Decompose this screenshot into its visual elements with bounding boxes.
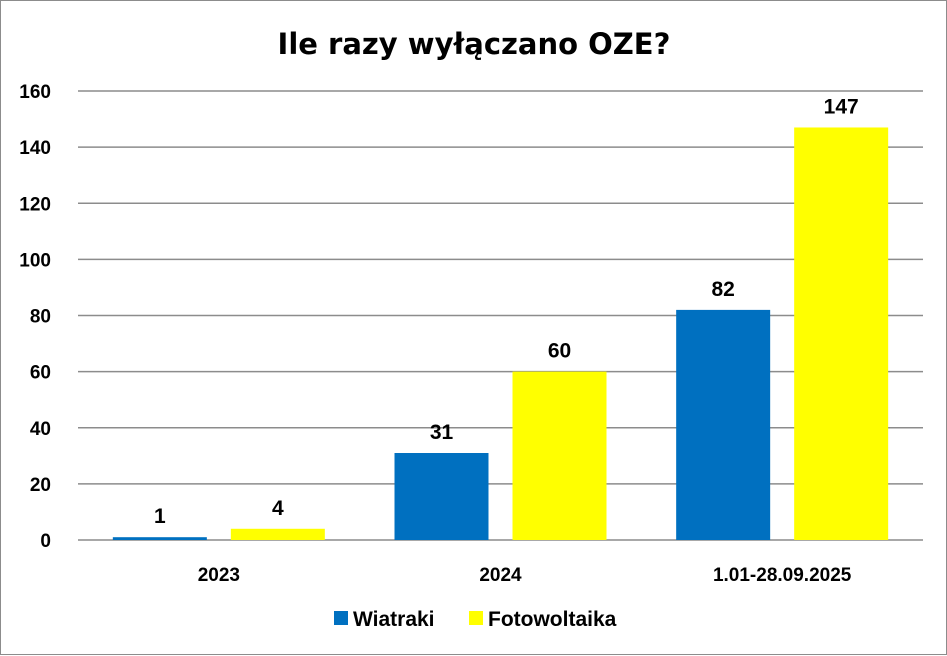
legend-swatch-wiatraki [334, 611, 348, 625]
legend-label-wiatraki: Wiatraki [353, 608, 435, 631]
y-tick-label: 80 [30, 307, 51, 328]
y-tick-label: 60 [30, 363, 51, 384]
chart-title: Ile razy wyłączano OZE? [278, 27, 671, 61]
x-tick-label: 1.01-28.09.2025 [713, 565, 852, 586]
y-tick-label: 140 [19, 138, 51, 159]
bar-wiatraki-1.01-28.09.2025 [676, 309, 771, 540]
y-tick-label: 160 [19, 82, 51, 103]
y-tick-label: 0 [40, 531, 51, 552]
bars [112, 127, 889, 540]
data-labels: 1 4 31 60 82 147 [154, 95, 859, 528]
bar-wiatraki-2024 [394, 453, 489, 540]
bar-fotowoltaika-1.01-28.09.2025 [794, 127, 889, 540]
x-tick-label: 2023 [198, 565, 240, 586]
y-tick-label: 120 [19, 194, 51, 215]
gridlines [78, 90, 923, 541]
y-tick-label: 20 [30, 475, 51, 496]
x-axis-ticks: 2023 2024 1.01-28.09.2025 [198, 565, 852, 586]
legend-label-fotowoltaika: Fotowoltaika [488, 608, 617, 631]
bar-fotowoltaika-2023 [230, 528, 325, 540]
data-label: 4 [272, 497, 284, 520]
x-tick-label: 2024 [479, 565, 522, 586]
data-label: 147 [824, 95, 859, 118]
legend: Wiatraki Fotowoltaika [334, 608, 617, 631]
bar-fotowoltaika-2024 [512, 371, 607, 540]
data-label: 60 [548, 340, 571, 363]
data-label: 1 [154, 505, 166, 528]
data-label: 31 [430, 421, 454, 444]
bar-wiatraki-2023 [112, 537, 207, 540]
y-tick-label: 100 [19, 250, 51, 271]
legend-swatch-fotowoltaika [469, 611, 483, 625]
y-tick-label: 40 [30, 419, 51, 440]
y-axis-ticks: 0 20 40 60 80 100 120 140 160 [19, 82, 51, 552]
data-label: 82 [711, 278, 734, 301]
